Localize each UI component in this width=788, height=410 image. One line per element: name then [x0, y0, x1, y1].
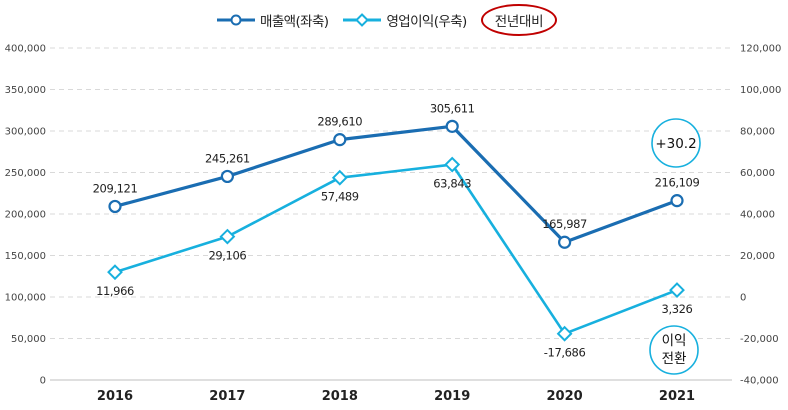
profit-point [107, 264, 123, 281]
data-labels: 209,121 245,261 289,610 305,611 165,987 216,1… [93, 101, 700, 359]
x-tick-label: 2020 [547, 389, 583, 404]
y-left-tick-label: 350,000 [5, 85, 46, 96]
y-right-tick-label: 40,000 [740, 210, 775, 221]
y-left-tick-label: 0 [40, 376, 46, 387]
y-right-tick-label: 80,000 [740, 127, 775, 138]
profit-point [669, 282, 685, 299]
revenue-point [670, 194, 684, 208]
profit-data-label: 11,966 [96, 284, 134, 298]
x-tick-label: 2017 [209, 389, 245, 404]
revenue-line-circle-icon [217, 14, 255, 26]
revenue-point [220, 169, 234, 184]
profit-point [219, 228, 236, 245]
revenue-data-label: 289,610 [317, 115, 362, 129]
revenue-data-label: 245,261 [205, 151, 250, 165]
y-left-tick-label: 300,000 [5, 127, 46, 138]
y-right-tick-label: 0 [740, 293, 746, 304]
legend: 매출액(좌축) 영업이익(우축) 전년대비 [216, 4, 558, 36]
y-right-tick-label: -40,000 [740, 376, 779, 387]
profit-line-diamond-icon [343, 13, 382, 27]
revenue-point [108, 199, 122, 214]
x-tick-label: 2019 [434, 389, 470, 404]
profit-series-line [114, 163, 678, 335]
growth-callout-circle [651, 118, 701, 168]
profit-data-label: 57,489 [321, 190, 359, 204]
revenue-data-label: 209,121 [93, 181, 138, 195]
profit-data-label: 63,843 [433, 177, 471, 191]
legend-item-profit: 영업이익(우축) [342, 10, 467, 30]
y-right-tick-label: -20,000 [740, 334, 779, 345]
yoy-badge: 전년대비 [480, 4, 558, 36]
turnaround-callout-line1: 이익 [662, 333, 687, 349]
y-left-tick-label: 100,000 [5, 293, 46, 304]
revenue-point [445, 119, 459, 133]
turnaround-callout-circle [649, 325, 699, 375]
y-right-tick-label: 20,000 [740, 251, 775, 262]
profit-point [331, 169, 348, 186]
growth-callout-text: +30.2 [655, 136, 696, 152]
x-tick-label: 2021 [659, 389, 695, 404]
legend-profit-label: 영업이익(우축) [386, 14, 467, 30]
gridlines [50, 47, 732, 381]
series-group [107, 119, 685, 342]
profit-data-label: 3,326 [662, 302, 693, 316]
y-left-tick-label: 400,000 [5, 44, 46, 55]
y-right-tick-label: 100,000 [740, 85, 781, 96]
y-left-tick-label: 200,000 [5, 210, 46, 221]
revenue-data-label: 305,611 [430, 101, 475, 115]
x-tick-label: 2016 [97, 389, 133, 404]
revenue-series-line [114, 124, 678, 244]
y-right-tick-label: 60,000 [740, 168, 775, 179]
revenue-data-label: 216,109 [655, 176, 700, 190]
y-left-tick-label: 50,000 [11, 334, 46, 345]
axis-ticks: 0 50,000 100,000 150,000 200,000 250,000 300,0… [5, 44, 782, 405]
y-right-tick-label: 120,000 [740, 44, 781, 55]
y-left-tick-label: 150,000 [5, 251, 46, 262]
y-left-tick-label: 250,000 [5, 168, 46, 179]
revenue-point [333, 133, 347, 147]
profit-point [444, 156, 461, 173]
x-tick-label: 2018 [322, 389, 358, 404]
legend-revenue-label: 매출액(좌축) [260, 14, 329, 30]
turnaround-callout-line2: 전환 [662, 351, 687, 367]
callouts: +30.2 이익 전환 [649, 118, 701, 375]
revenue-point [557, 235, 572, 249]
legend-item-revenue: 매출액(좌축) [216, 10, 329, 30]
profit-point [556, 325, 573, 342]
profit-data-label: -17,686 [544, 346, 586, 360]
revenue-data-label: 165,987 [542, 217, 587, 231]
profit-data-label: 29,106 [208, 249, 246, 263]
